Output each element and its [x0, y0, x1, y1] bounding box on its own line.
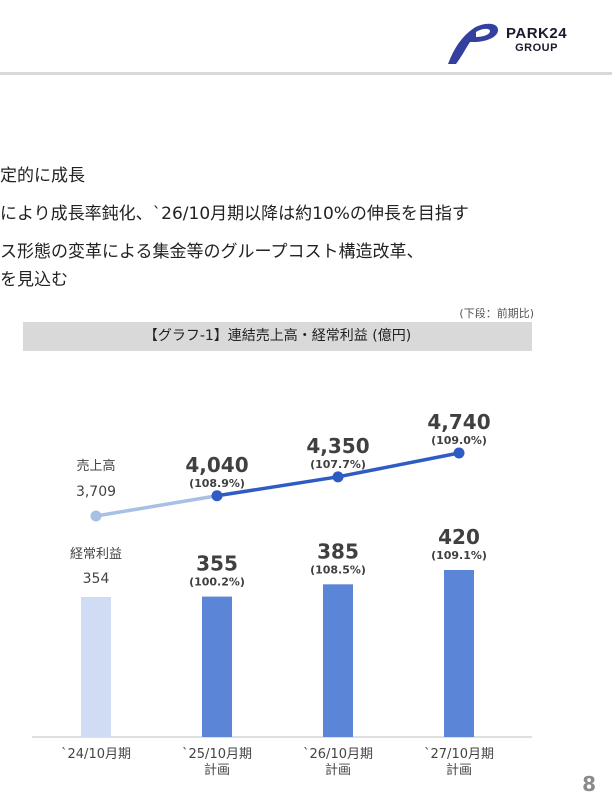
bullet-line-4: を見込む: [0, 270, 68, 290]
line-segment-sales: [94, 494, 219, 518]
bar-ordinary-profit: [202, 596, 232, 737]
data-label-profit: 420: [438, 525, 480, 549]
header-rule: [0, 72, 612, 75]
bar-ordinary-profit: [81, 597, 111, 737]
series-label-profit: 経常利益: [70, 547, 122, 562]
line-point-sales: [453, 447, 465, 459]
line-point-sales: [332, 471, 344, 483]
x-tick-label: 計画: [325, 762, 351, 778]
series-label-sales: 売上高: [76, 458, 115, 474]
line-segment-sales: [336, 451, 461, 479]
growth-label-profit: (100.2%): [189, 576, 245, 589]
x-tick-label: `27/10月期: [424, 747, 494, 762]
x-tick-label: `26/10月期: [303, 747, 373, 762]
data-label-sales: 4,350: [306, 434, 369, 458]
line-point-sales: [90, 510, 102, 522]
park24-logo-icon: [448, 23, 498, 64]
bullet-line-2: により成長率鈍化、`26/10月期以降は約10%の伸長を目指す: [0, 204, 469, 224]
growth-label-profit: (109.1%): [431, 549, 487, 562]
x-tick-label: `25/10月期: [182, 747, 252, 762]
logo-sub: GROUP: [515, 42, 558, 54]
data-label-profit: 354: [83, 571, 110, 587]
data-label-profit: 355: [196, 552, 238, 576]
bullet-line-3: ス形態の変革による集金等のグループコスト構造改革、: [0, 242, 424, 262]
note-growth-ratio: (下段：前期比): [459, 307, 534, 320]
line-segment-sales: [215, 475, 340, 498]
x-tick-label: `24/10月期: [61, 747, 131, 762]
data-label-sales: 3,709: [76, 484, 116, 500]
data-label-profit: 385: [317, 539, 359, 563]
bar-ordinary-profit: [323, 584, 353, 737]
logo-name: PARK24: [506, 25, 568, 42]
park24-logo: PARK24 GROUP: [440, 18, 610, 68]
growth-label-profit: (108.5%): [310, 563, 366, 576]
growth-label-sales: (108.9%): [189, 477, 245, 490]
line-point-sales: [211, 490, 223, 502]
x-tick-label: 計画: [204, 762, 230, 778]
page-number: 8: [582, 772, 596, 796]
bar-ordinary-profit: [444, 570, 474, 737]
data-label-sales: 4,040: [185, 453, 248, 477]
growth-label-sales: (109.0%): [431, 434, 487, 447]
growth-label-sales: (107.7%): [310, 458, 366, 471]
x-tick-label: 計画: [446, 762, 472, 778]
data-label-sales: 4,740: [427, 410, 490, 434]
chart-title: 【グラフ-1】連結売上高・経常利益 (億円): [23, 322, 532, 351]
bullet-line-1: 定的に成長: [0, 166, 85, 186]
